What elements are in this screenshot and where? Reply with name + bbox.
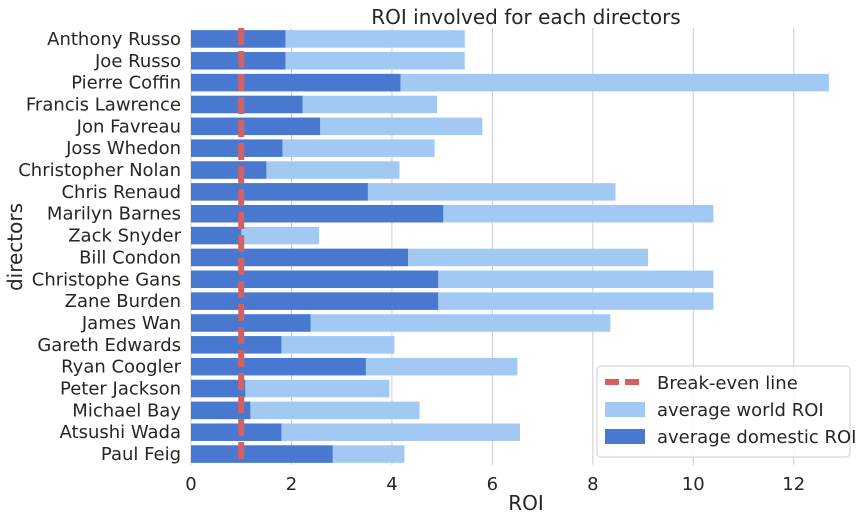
x-tick-label: 4 <box>386 474 397 495</box>
y-tick-label: Zane Burden <box>65 291 181 312</box>
domestic-roi-bar <box>191 248 408 267</box>
domestic-roi-bar <box>191 401 251 420</box>
x-tick-label: 6 <box>487 474 498 495</box>
domestic-roi-bar <box>191 270 439 289</box>
y-tick-label: Gareth Edwards <box>37 335 181 356</box>
domestic-roi-bar <box>191 30 286 48</box>
domestic-roi-bar <box>191 73 401 92</box>
y-tick-label: James Wan <box>81 313 181 334</box>
domestic-roi-bar <box>191 292 439 310</box>
y-tick-label: Paul Feig <box>101 444 181 465</box>
legend-swatch-domestic <box>605 429 645 444</box>
legend-box <box>596 365 851 458</box>
y-tick-label: Ryan Coogler <box>61 357 181 378</box>
y-tick-label: Marilyn Barnes <box>47 204 181 225</box>
domestic-roi-bar <box>191 379 246 398</box>
chart-title: ROI involved for each directors <box>371 5 680 29</box>
y-tick-label: Jon Favreau <box>76 116 181 137</box>
domestic-roi-bar <box>191 183 368 201</box>
domestic-roi-bar <box>191 423 282 441</box>
y-tick-label: Francis Lawrence <box>26 94 181 115</box>
y-tick-label: Peter Jackson <box>60 379 181 400</box>
x-tick-label: 0 <box>185 474 196 495</box>
y-tick-label: Joe Russo <box>94 51 181 72</box>
x-tick-label: 8 <box>587 474 598 495</box>
domestic-roi-bar <box>191 336 282 354</box>
y-tick-label: Pierre Coffin <box>71 73 181 94</box>
y-tick-label: Christopher Nolan <box>18 160 181 181</box>
y-tick-label: Michael Bay <box>72 400 181 421</box>
legend-label-world: average world ROI <box>657 400 824 421</box>
x-tick-labels: 0 2 4 6 8 10 12 <box>185 474 805 495</box>
domestic-roi-bar <box>191 95 303 114</box>
domestic-roi-bar <box>191 204 444 223</box>
y-tick-label: Bill Condon <box>79 247 181 268</box>
domestic-roi-bar <box>191 117 321 136</box>
legend: Break-even line average world ROI averag… <box>596 365 857 458</box>
domestic-roi-bar <box>191 445 333 463</box>
y-tick-label: Anthony Russo <box>47 29 181 50</box>
y-tick-label: Chris Renaud <box>61 182 181 203</box>
domestic-roi-bar <box>191 161 267 179</box>
legend-label-break-even: Break-even line <box>657 373 798 394</box>
domestic-roi-bars <box>191 30 444 463</box>
x-tick-label: 12 <box>782 474 805 495</box>
x-axis-label: ROI <box>508 491 544 515</box>
x-tick-label: 2 <box>286 474 297 495</box>
y-axis-label: directors <box>3 203 27 291</box>
legend-swatch-world <box>605 402 645 417</box>
domestic-roi-bar <box>191 314 311 332</box>
legend-label-domestic: average domestic ROI <box>657 427 857 448</box>
domestic-roi-bar <box>191 226 242 245</box>
x-tick-label: 10 <box>682 474 705 495</box>
domestic-roi-bar <box>191 52 286 70</box>
y-tick-label: Zack Snyder <box>68 226 181 247</box>
domestic-roi-bar <box>191 357 366 376</box>
y-tick-label: Christophe Gans <box>32 269 181 290</box>
y-tick-label: Joss Whedon <box>65 138 181 159</box>
y-tick-label: Atsushi Wada <box>60 422 181 443</box>
domestic-roi-bar <box>191 139 283 157</box>
